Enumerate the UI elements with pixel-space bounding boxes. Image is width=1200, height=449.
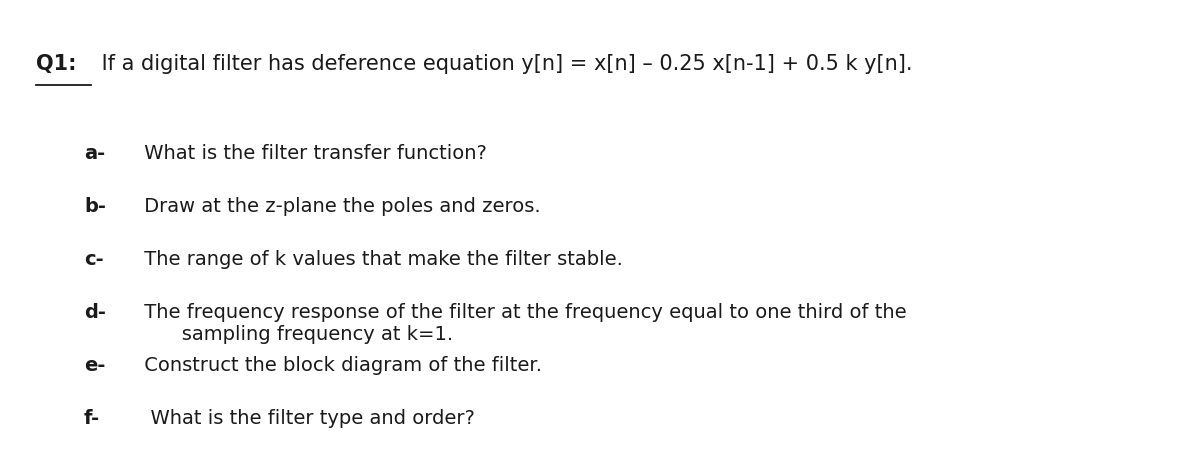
Text: a-: a- (84, 144, 106, 163)
Text: e-: e- (84, 356, 106, 374)
Text: b-: b- (84, 197, 106, 216)
Text: If a digital filter has deference equation y[n] = x[n] – 0.25 x[n-1] + 0.5 k y[n: If a digital filter has deference equati… (95, 54, 912, 74)
Text: Draw at the z-plane the poles and zeros.: Draw at the z-plane the poles and zeros. (138, 197, 541, 216)
Text: c-: c- (84, 250, 103, 269)
Text: Q1:: Q1: (36, 54, 77, 74)
Text: What is the filter type and order?: What is the filter type and order? (138, 409, 475, 427)
Text: The frequency response of the filter at the frequency equal to one third of the
: The frequency response of the filter at … (138, 303, 907, 343)
Text: The range of k values that make the filter stable.: The range of k values that make the filt… (138, 250, 623, 269)
Text: f-: f- (84, 409, 100, 427)
Text: d-: d- (84, 303, 106, 321)
Text: Construct the block diagram of the filter.: Construct the block diagram of the filte… (138, 356, 542, 374)
Text: What is the filter transfer function?: What is the filter transfer function? (138, 144, 487, 163)
